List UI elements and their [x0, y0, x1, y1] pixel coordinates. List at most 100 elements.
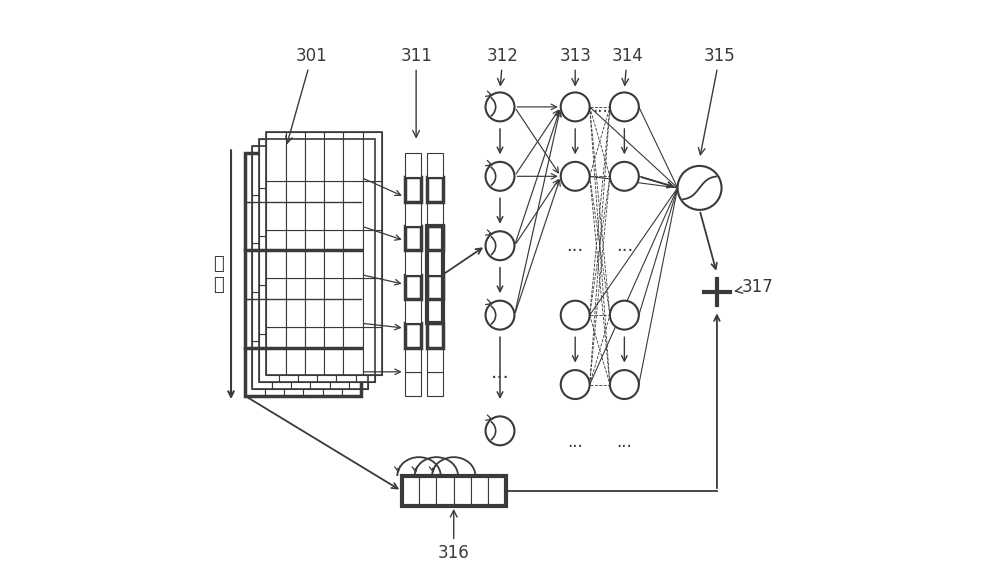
Bar [265, 347, 284, 396]
Circle shape [486, 231, 514, 260]
Circle shape [486, 301, 514, 329]
Bar [427, 251, 443, 274]
Bar [402, 476, 506, 506]
Circle shape [486, 162, 514, 191]
Bar [324, 181, 343, 230]
Bar [259, 188, 279, 237]
Bar [265, 153, 284, 201]
Bar [405, 226, 421, 251]
Bar [419, 476, 436, 506]
Bar [252, 340, 272, 389]
Bar [317, 285, 336, 333]
Bar [363, 278, 382, 326]
Bar [272, 146, 291, 195]
Bar [266, 326, 286, 376]
Bar [279, 285, 298, 333]
Bar [272, 292, 291, 340]
Circle shape [610, 301, 639, 329]
Bar [272, 340, 291, 389]
Bar [405, 251, 421, 274]
Bar [349, 292, 368, 340]
Bar [323, 153, 342, 201]
Bar [324, 230, 343, 278]
Bar [259, 140, 375, 383]
Bar [284, 251, 303, 299]
Bar [427, 201, 443, 226]
Bar [405, 372, 421, 396]
Bar [343, 326, 363, 376]
Bar [310, 146, 330, 195]
Bar [427, 178, 443, 201]
Text: 311: 311 [400, 47, 432, 137]
Bar [405, 323, 421, 347]
Bar [284, 347, 303, 396]
Circle shape [486, 416, 514, 445]
Text: 时
间: 时 间 [213, 255, 224, 294]
Bar [252, 195, 272, 244]
Bar [272, 244, 291, 292]
Bar [303, 153, 323, 201]
Bar [266, 133, 382, 376]
Bar [336, 333, 356, 383]
Bar [259, 237, 279, 285]
Bar [286, 133, 305, 181]
Bar [343, 133, 363, 181]
Bar [305, 278, 324, 326]
Bar [272, 195, 291, 244]
Bar [324, 278, 343, 326]
Text: ...: ... [592, 98, 608, 116]
Bar [259, 285, 279, 333]
Circle shape [561, 92, 590, 121]
Bar [291, 340, 310, 389]
Bar [323, 347, 342, 396]
Bar [317, 333, 336, 383]
Bar [349, 244, 368, 292]
Bar [310, 340, 330, 389]
Bar [291, 292, 310, 340]
Bar [265, 201, 284, 251]
Text: 313: 313 [559, 47, 591, 85]
Bar [259, 333, 279, 383]
Bar [305, 326, 324, 376]
Bar [305, 181, 324, 230]
Bar [330, 340, 349, 389]
Circle shape [678, 166, 722, 210]
Bar [323, 299, 342, 347]
Bar [427, 226, 443, 323]
Text: ...: ... [491, 363, 509, 383]
Bar [436, 476, 454, 506]
Bar [279, 237, 298, 285]
Bar [245, 201, 265, 251]
Bar [330, 146, 349, 195]
Bar [363, 133, 382, 181]
Bar [336, 237, 356, 285]
Bar [405, 347, 421, 372]
Text: 314: 314 [611, 47, 643, 85]
Bar [342, 299, 361, 347]
Bar [336, 188, 356, 237]
Bar [284, 153, 303, 201]
Bar [291, 244, 310, 292]
Bar [488, 476, 506, 506]
Circle shape [610, 370, 639, 399]
Bar [279, 188, 298, 237]
Bar [305, 230, 324, 278]
Bar [356, 333, 375, 383]
Bar [342, 153, 361, 201]
Bar [305, 133, 324, 181]
Bar [303, 251, 323, 299]
Bar [363, 181, 382, 230]
Bar [265, 251, 284, 299]
Bar [427, 226, 443, 251]
Bar [245, 251, 265, 299]
Bar [402, 476, 419, 506]
Bar [284, 299, 303, 347]
Bar [427, 153, 443, 178]
Bar [259, 140, 279, 188]
Text: ...: ... [567, 433, 583, 451]
Bar [427, 347, 443, 372]
Bar [265, 299, 284, 347]
Bar [323, 251, 342, 299]
Circle shape [561, 370, 590, 399]
Bar [471, 476, 488, 506]
